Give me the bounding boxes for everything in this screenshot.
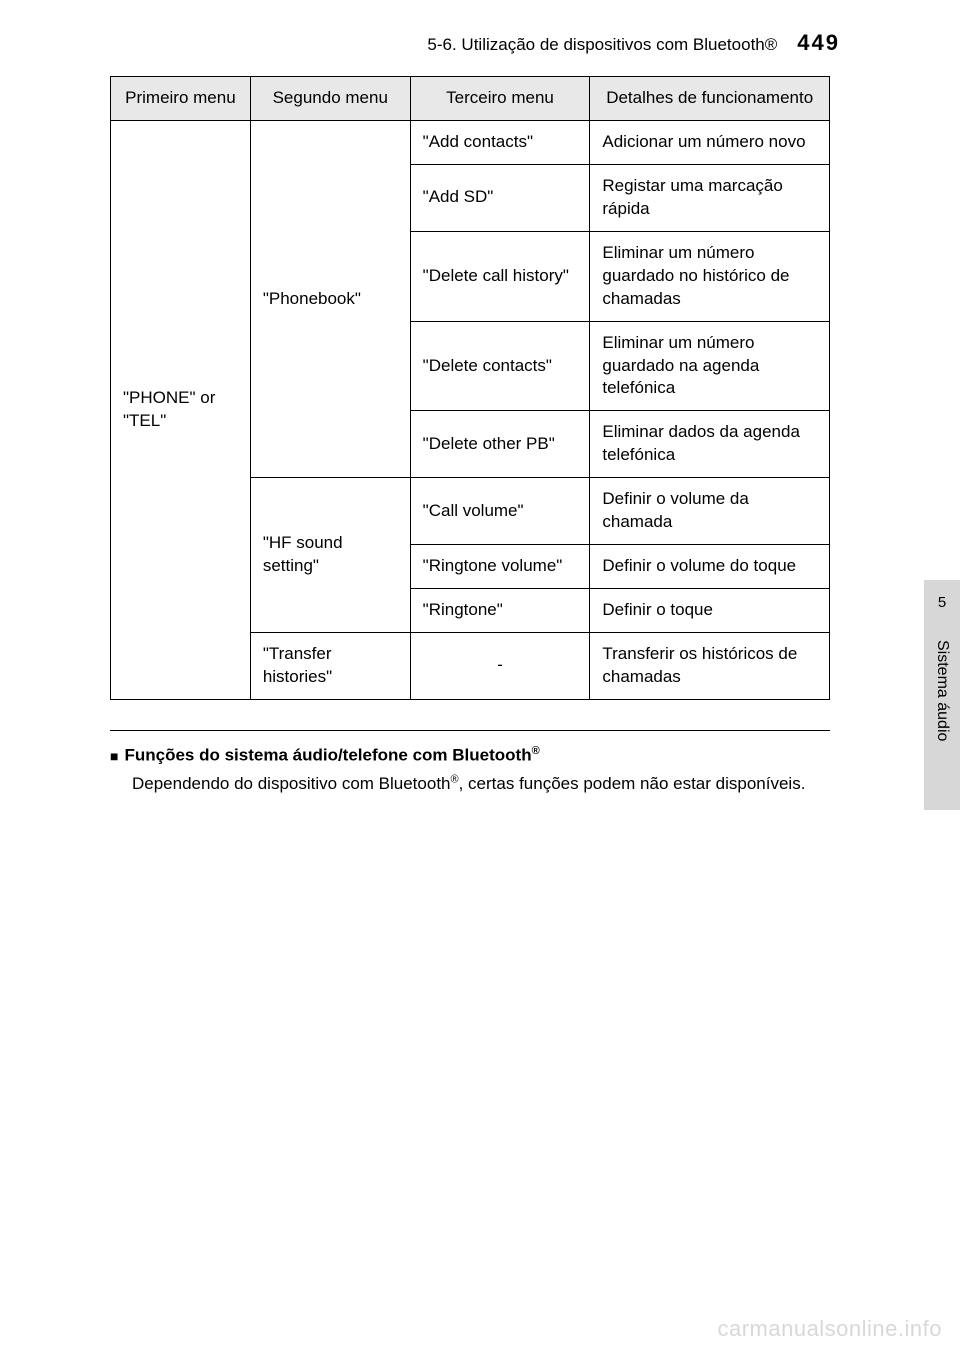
cell-terceiro: "Call volume" [410, 478, 590, 545]
cell-detalhes: Eliminar um número guardado no histórico… [590, 231, 830, 321]
cell-segundo: "HF sound setting" [250, 478, 410, 633]
cell-detalhes: Eliminar um número guardado na agenda te… [590, 321, 830, 411]
cell-detalhes: Registar uma marcação rápida [590, 164, 830, 231]
note-body-post: , certas funções podem não estar disponí… [459, 774, 806, 793]
menu-table: Primeiro menu Segundo menu Terceiro menu… [110, 76, 830, 700]
cell-segundo: "Phonebook" [250, 120, 410, 477]
side-tab-label: Sistema áudio [933, 640, 951, 741]
page-header: 5-6. Utilização de dispositivos com Blue… [110, 30, 840, 56]
side-tab-number: 5 [924, 580, 960, 611]
watermark: carmanualsonline.info [717, 1316, 942, 1342]
cell-segundo: "Transfer histories" [250, 633, 410, 700]
cell-terceiro: "Delete contacts" [410, 321, 590, 411]
side-tab: 5 Sistema áudio [924, 580, 960, 810]
cell-terceiro: "Ringtone" [410, 589, 590, 633]
col-detalhes: Detalhes de funcionamento [590, 77, 830, 121]
cell-terceiro: "Add SD" [410, 164, 590, 231]
cell-terceiro: - [410, 633, 590, 700]
cell-primeiro: "PHONE" or "TEL" [111, 120, 251, 699]
table-header-row: Primeiro menu Segundo menu Terceiro menu… [111, 77, 830, 121]
separator [110, 730, 830, 731]
registered-icon: ® [451, 773, 459, 785]
note-block: ■ Funções do sistema áudio/telefone com B… [110, 745, 830, 796]
square-bullet-icon: ■ [110, 748, 118, 764]
note-heading: ■ Funções do sistema áudio/telefone com B… [110, 745, 830, 766]
cell-terceiro: "Ringtone volume" [410, 545, 590, 589]
note-heading-text: Funções do sistema áudio/telefone com Bl… [124, 746, 531, 765]
registered-icon: ® [532, 745, 540, 757]
cell-detalhes: Definir o volume do toque [590, 545, 830, 589]
note-body-pre: Dependendo do dispositivo com Bluetooth [132, 774, 451, 793]
cell-terceiro: "Delete other PB" [410, 411, 590, 478]
note-body: Dependendo do dispositivo com Bluetooth®… [132, 772, 830, 797]
cell-detalhes: Definir o volume da chamada [590, 478, 830, 545]
cell-detalhes: Adicionar um número novo [590, 120, 830, 164]
col-primeiro: Primeiro menu [111, 77, 251, 121]
col-segundo: Segundo menu [250, 77, 410, 121]
cell-detalhes: Definir o toque [590, 589, 830, 633]
cell-detalhes: Eliminar dados da agenda telefónica [590, 411, 830, 478]
col-terceiro: Terceiro menu [410, 77, 590, 121]
page-number: 449 [797, 30, 840, 56]
table-row: "PHONE" or "TEL" "Phonebook" "Add contac… [111, 120, 830, 164]
cell-terceiro: "Delete call history" [410, 231, 590, 321]
cell-terceiro: "Add contacts" [410, 120, 590, 164]
section-title: 5-6. Utilização de dispositivos com Blue… [427, 35, 777, 55]
cell-detalhes: Transferir os históricos de chamadas [590, 633, 830, 700]
